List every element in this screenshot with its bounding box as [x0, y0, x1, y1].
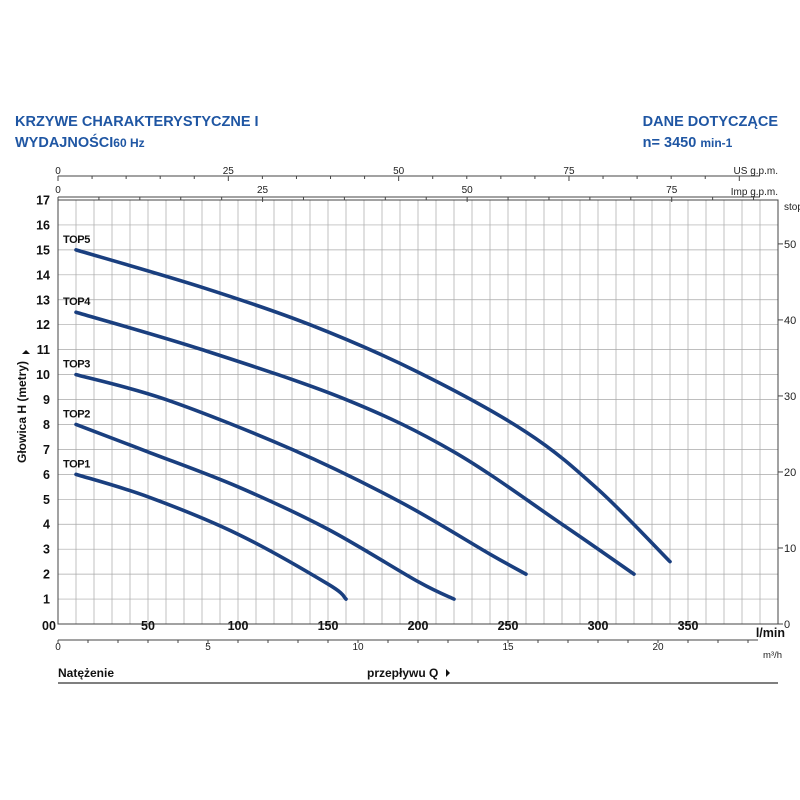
feet-tick-label: 10: [784, 543, 796, 555]
x-tick-label: 100: [228, 619, 249, 633]
y-tick-label: 13: [36, 293, 50, 307]
us-gpm-tick-label: 50: [393, 166, 405, 177]
m3h-axis-label: m³/h: [763, 650, 782, 661]
y-tick-label: 11: [37, 343, 50, 357]
m3h-tick-label: 20: [652, 642, 664, 653]
curves: TOP1 TOP2 TOP3 TOP4 TOP5: [63, 234, 672, 601]
x-tick-label: 150: [318, 619, 339, 633]
chart-title-frequency: 60 Hz: [113, 136, 145, 150]
y-axis-label: Głowica H (metry): [15, 361, 29, 463]
curve-top4: [74, 310, 636, 576]
plot-border: [57, 199, 779, 625]
y-tick-label: 7: [43, 443, 50, 457]
feet-tick-label: 50: [784, 239, 796, 251]
m3h-tick-label: 0: [55, 642, 61, 653]
feet-tick-label: 40: [784, 315, 796, 327]
y-tick-label: 8: [43, 418, 50, 432]
footer: Natężenie przepływu Q: [58, 666, 778, 684]
curve-top2: [74, 422, 456, 601]
speed-value: n= 3450: [642, 135, 697, 151]
x-tick-label: 200: [408, 619, 429, 633]
x-tick-label: 00: [42, 619, 56, 633]
curve-label-top4: TOP4: [63, 296, 91, 308]
speed-unit: min-1: [700, 136, 733, 150]
y-tick-label: 3: [43, 543, 50, 557]
curve-top1: [74, 472, 348, 601]
us-gpm-tick-label: 0: [55, 166, 61, 177]
y-axis-arrow-icon: [22, 350, 30, 354]
footer-flow-sublabel: przepływu Q: [367, 666, 438, 680]
y-tick-label: 2: [43, 568, 50, 582]
speed-info: DANE DOTYCZĄCE n= 3450 min-1: [643, 112, 778, 154]
feet-tick-label: 30: [784, 391, 796, 403]
x-axis-label: l/min: [756, 626, 785, 640]
imp-gpm-tick-label: 0: [55, 185, 61, 196]
y-tick-label: 4: [43, 518, 50, 532]
feet-axis-label: stop: [784, 202, 800, 213]
us-gpm-axis-label: US g.p.m.: [734, 166, 778, 177]
y-tick-label: 1: [43, 593, 50, 607]
feet-tick-label: 0: [784, 619, 790, 631]
imp-gpm-axis-label: Imp g.p.m.: [731, 187, 778, 198]
curve-top5: [74, 248, 672, 564]
y-tick-label: 17: [36, 194, 50, 208]
x-tick-label: 350: [678, 619, 699, 633]
us-gpm-tick-label: 25: [223, 166, 235, 177]
m3h-tick-label: 15: [502, 642, 514, 653]
curve-label-top1: TOP1: [63, 458, 90, 470]
x-tick-label: 50: [141, 619, 155, 633]
chart-title-main: WYDAJNOŚCI: [15, 135, 114, 151]
curve-label-top2: TOP2: [63, 408, 90, 420]
curve-label-top3: TOP3: [63, 359, 90, 371]
speed-info-line2: n= 3450 min-1: [643, 133, 778, 154]
y-tick-label: 10: [36, 368, 50, 382]
grid: [58, 200, 778, 624]
x-tick-label: 250: [498, 619, 519, 633]
y-tick-label: 15: [36, 243, 50, 257]
feet-tick-label: 20: [784, 467, 796, 479]
chart-title-line1: KRZYWE CHARAKTERYSTYCZNE I: [15, 114, 259, 130]
imp-gpm-tick-label: 75: [666, 185, 678, 196]
chart-title-line2: WYDAJNOŚCI60 Hz: [15, 133, 259, 154]
imp-gpm-tick-label: 25: [257, 185, 269, 196]
m3h-tick-label: 10: [352, 642, 364, 653]
curve-label-top5: TOP5: [63, 234, 90, 246]
footer-flow-label: Natężenie: [58, 666, 114, 680]
m3h-tick-label: 5: [205, 642, 211, 653]
y-tick-label: 9: [43, 393, 50, 407]
y-tick-label: 16: [36, 218, 50, 232]
x-axis-arrow-icon: [446, 669, 450, 677]
imp-gpm-tick-label: 50: [462, 185, 474, 196]
y-tick-label: 6: [43, 468, 50, 482]
top-axes: 0 25 50 75 US g.p.m. 0 25 50 75 Imp g.p.m.: [55, 166, 778, 202]
y-tick-label: 5: [43, 493, 50, 507]
bottom-axes: 00 50 100 150 200 250 300 350 l/min 0 5 10 15 20 m³/h: [42, 619, 785, 661]
x-tick-label: 300: [588, 619, 609, 633]
chart-title: KRZYWE CHARAKTERYSTYCZNE I WYDAJNOŚCI60 …: [15, 112, 259, 154]
y-tick-label: 14: [36, 268, 50, 282]
y-tick-label: 12: [36, 318, 50, 332]
curve-top3: [74, 372, 528, 576]
plot-frame: [57, 199, 779, 625]
speed-info-line1: DANE DOTYCZĄCE: [642, 114, 778, 130]
us-gpm-tick-label: 75: [563, 166, 575, 177]
